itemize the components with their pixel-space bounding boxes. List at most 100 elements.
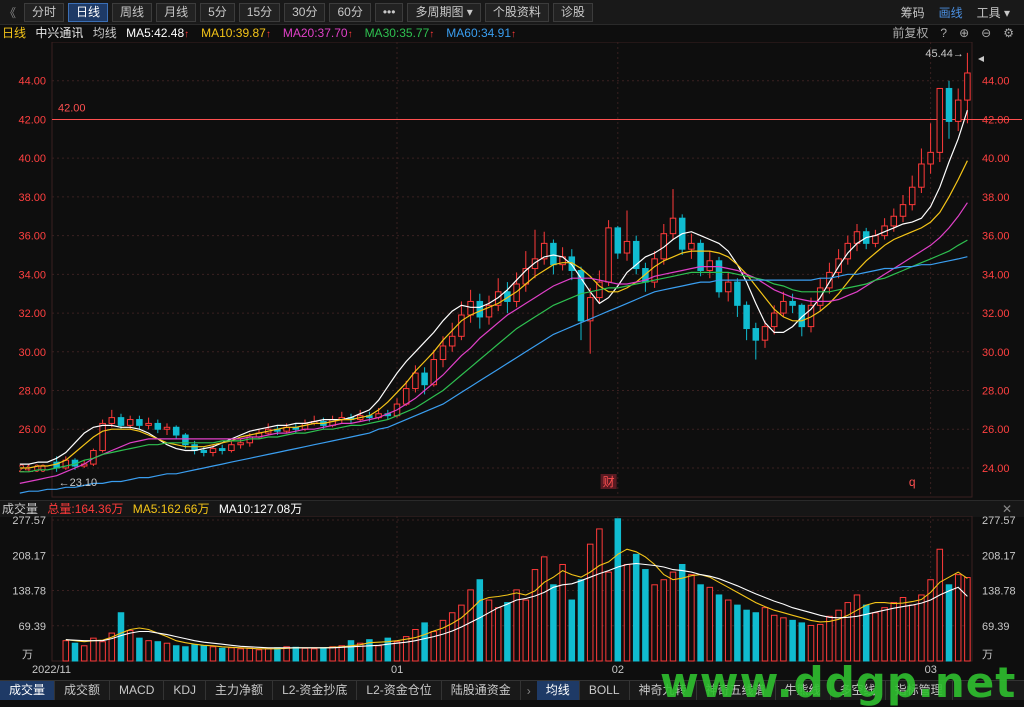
candle-body: [218, 448, 226, 452]
volume-bar: [62, 640, 70, 662]
volume-bar: [292, 646, 300, 662]
volume-bar: [807, 624, 815, 662]
vol-frame: [51, 516, 973, 662]
overlay-tab-3[interactable]: 神奇五线谱: [697, 681, 776, 700]
candle-body: [826, 271, 833, 289]
period-button-5[interactable]: 15分: [238, 2, 281, 22]
y-tick-label-right: 40.00: [982, 153, 1010, 165]
volume-bar: [678, 563, 686, 662]
indicator-tab-3[interactable]: KDJ: [164, 681, 207, 700]
period-button-2[interactable]: 周线: [112, 2, 153, 22]
overlay-tab-5[interactable]: 多空线: [831, 681, 886, 700]
period-button-8[interactable]: •••: [374, 2, 404, 22]
candle-body: [145, 422, 152, 426]
period-label: 日线: [2, 26, 27, 40]
chevron-right-icon[interactable]: ›: [526, 683, 531, 698]
volume-legend: 成交量 总量:164.36万 MA5:162.66万 MA10:127.08万 …: [0, 500, 1024, 517]
volume-bar: [964, 577, 971, 662]
period-button-7[interactable]: 60分: [329, 2, 371, 22]
candlestick-chart[interactable]: 24.00 24.00 26.00 26.00 28.00 28.00 30.00 30.00…: [0, 42, 1024, 500]
y-tick-label-left: 42.00: [18, 114, 46, 126]
volume-bar: [255, 649, 263, 662]
settings-icon[interactable]: ⚙: [1003, 26, 1014, 40]
candle-body: [724, 281, 732, 293]
volume-bar: [908, 604, 916, 662]
volume-bar: [918, 594, 925, 662]
volume-bar: [596, 528, 603, 662]
toolbar-right-item-1[interactable]: 画线: [938, 5, 963, 20]
period-button-9[interactable]: 多周期图 ▾: [407, 2, 481, 22]
period-button-group: 分时 日线 周线 月线 5分 15分 30分 60分 ••• 多周期图 ▾ 个股资料 诊股: [20, 2, 593, 22]
overlay-tab-4[interactable]: 牛熊线: [776, 681, 831, 700]
volume-bar: [200, 645, 208, 662]
candle-body: [936, 87, 944, 153]
overlay-tab-1[interactable]: BOLL: [580, 681, 630, 700]
period-button-11[interactable]: 诊股: [552, 2, 593, 22]
volume-bar: [126, 630, 134, 662]
volume-chart[interactable]: 69.39 69.39 138.78 138.78 208.17 208.17 277.57…: [0, 516, 1024, 680]
volume-bar: [614, 518, 622, 662]
volume-bar: [724, 599, 732, 662]
candle-body: [734, 281, 741, 306]
adjust-mode[interactable]: 前复权: [892, 26, 929, 40]
volume-bar: [798, 622, 806, 662]
candle-body: [228, 444, 235, 452]
volume-bar: [283, 646, 290, 662]
indicator-tab-6[interactable]: L2-资金仓位: [357, 681, 442, 700]
candle-body: [504, 291, 511, 302]
help-icon[interactable]: ?: [940, 26, 948, 40]
overlay-tab-6[interactable]: 指标管理: [886, 681, 953, 700]
candle-body: [494, 291, 502, 306]
legend-right-tools: 前复权 ? ⊕ ⊖ ⚙: [892, 24, 1020, 42]
candle-body: [761, 326, 769, 341]
volume-bar: [421, 622, 428, 662]
indicator-tab-0[interactable]: 成交量: [0, 681, 56, 700]
candle-body: [421, 372, 428, 386]
close-icon[interactable]: ✕: [1001, 502, 1012, 516]
volume-bar: [117, 612, 125, 662]
candle-body: [163, 426, 171, 430]
volume-bar: [770, 614, 778, 662]
candle-body: [182, 434, 189, 446]
up-arrow-icon: ↑: [184, 29, 190, 40]
volume-bar: [191, 644, 198, 662]
indicator-tab-1[interactable]: 成交额: [55, 681, 111, 700]
zoom-in-icon[interactable]: ⊕: [959, 26, 970, 40]
indicator-tabs: 成交量 成交额 MACD KDJ 主力净额 L2-资金抄底 L2-资金仓位 陆股通资金: [0, 681, 521, 700]
indicator-name[interactable]: 均线: [92, 26, 117, 40]
volume-bar: [513, 589, 520, 662]
period-button-6[interactable]: 30分: [284, 2, 326, 22]
period-button-0[interactable]: 分时: [24, 2, 65, 22]
volume-title: 成交量: [2, 502, 39, 516]
current-price-marker: [978, 55, 984, 62]
ma-line-ma20: [19, 202, 968, 484]
volume-bar: [338, 645, 346, 662]
indicator-tab-2[interactable]: MACD: [110, 681, 165, 700]
candle-body: [614, 227, 622, 254]
period-button-4[interactable]: 5分: [200, 2, 235, 22]
candle-body: [136, 419, 143, 426]
volume-bar: [540, 556, 548, 662]
period-button-3[interactable]: 月线: [156, 2, 197, 22]
overlay-tab-0[interactable]: 均线: [536, 681, 580, 700]
period-button-10[interactable]: 个股资料: [484, 2, 549, 22]
volume-bar: [329, 646, 336, 662]
toolbar-right-item-0[interactable]: 筹码: [900, 5, 925, 20]
candle-body: [632, 240, 640, 270]
toolbar-right-item-2[interactable]: 工具 ▾: [976, 5, 1010, 20]
indicator-tab-7[interactable]: 陆股通资金: [442, 681, 521, 700]
double-left-chevron-icon[interactable]: 《: [4, 5, 17, 20]
vol-unit-right: 万: [982, 649, 993, 661]
zoom-out-icon[interactable]: ⊖: [981, 26, 992, 40]
volume-bar: [136, 637, 143, 662]
indicator-tab-5[interactable]: L2-资金抄底: [273, 681, 358, 700]
stock-name[interactable]: 中兴通讯: [35, 26, 84, 40]
y-tick-label-left: 26.00: [18, 424, 46, 436]
overlay-tab-2[interactable]: 神奇九转: [630, 681, 697, 700]
volume-bar: [706, 586, 714, 662]
vol-y-tick-left: 208.17: [12, 550, 46, 562]
period-button-1[interactable]: 日线: [68, 2, 109, 22]
volume-bar: [458, 604, 465, 662]
indicator-tab-4[interactable]: 主力净额: [206, 681, 274, 700]
watermark: www.ddgp.net: [660, 658, 1017, 707]
